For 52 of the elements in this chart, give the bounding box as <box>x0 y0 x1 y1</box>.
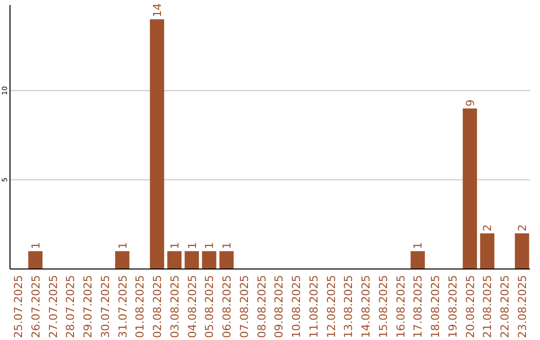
x-tick-label: 09.08.2025 <box>272 275 286 338</box>
x-tick-label: 26.07.2025 <box>29 275 42 338</box>
data-label: 1 <box>116 242 130 250</box>
x-tick-label: 25.07.2025 <box>12 275 25 338</box>
data-label: 1 <box>203 242 216 250</box>
x-tick-label: 10.08.2025 <box>290 275 304 338</box>
x-tick-label: 11.08.2025 <box>307 275 320 338</box>
x-tick-label: 02.08.2025 <box>151 275 164 338</box>
data-label: 1 <box>412 242 425 250</box>
x-tick-label: 18.08.2025 <box>429 275 442 338</box>
data-label: 2 <box>481 224 494 232</box>
bar <box>202 251 216 269</box>
x-tick-label: 05.08.2025 <box>203 275 216 338</box>
x-tick-label: 17.08.2025 <box>412 275 425 338</box>
data-label: 9 <box>464 99 477 106</box>
bar <box>115 251 130 269</box>
x-tick-label: 29.07.2025 <box>82 275 95 338</box>
bar <box>410 251 425 269</box>
x-tick-label: 21.08.2025 <box>481 275 494 338</box>
x-tick-label: 14.08.2025 <box>360 275 373 338</box>
bar <box>514 233 530 269</box>
x-tick-label: 15.08.2025 <box>376 275 390 338</box>
x-tick-label: 07.08.2025 <box>238 275 251 338</box>
bar <box>219 251 234 269</box>
bar <box>184 251 199 269</box>
bar <box>480 233 494 269</box>
data-label: 14 <box>151 3 164 18</box>
x-tick-label: 08.08.2025 <box>255 275 268 338</box>
x-tick-label: 16.08.2025 <box>394 275 408 338</box>
x-tick-label: 03.08.2025 <box>168 275 182 338</box>
x-tick-label: 30.07.2025 <box>98 275 112 338</box>
x-tick-label: 01.08.2025 <box>134 275 147 338</box>
x-tick-label: 31.07.2025 <box>116 275 130 338</box>
bar <box>150 19 164 269</box>
data-label: 2 <box>516 224 530 232</box>
data-label: 1 <box>186 242 199 250</box>
x-tick-label: 28.07.2025 <box>64 275 78 338</box>
x-tick-label: 06.08.2025 <box>220 275 234 338</box>
x-tick-label: 19.08.2025 <box>446 275 460 338</box>
x-tick-label: 23.08.2025 <box>516 275 530 338</box>
x-tick-label: 04.08.2025 <box>186 275 199 338</box>
x-tick-label: 27.07.2025 <box>46 275 60 338</box>
x-tick-label: 20.08.2025 <box>464 275 477 338</box>
bar <box>28 251 42 269</box>
bar <box>462 108 477 269</box>
data-label: 1 <box>168 242 182 250</box>
data-label: 1 <box>29 242 42 250</box>
x-tick-label: 12.08.2025 <box>324 275 338 338</box>
bar <box>167 251 182 269</box>
x-tick-label: 13.08.2025 <box>342 275 356 338</box>
data-label: 1 <box>220 242 234 250</box>
x-tick-label: 22.08.2025 <box>498 275 512 338</box>
